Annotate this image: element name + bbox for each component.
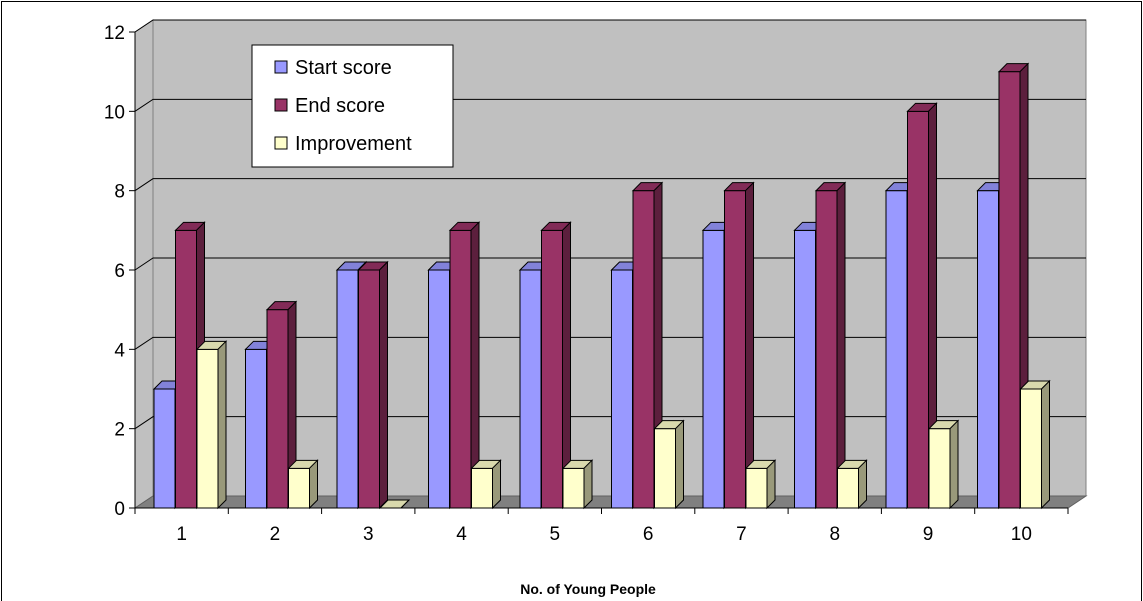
bar-side bbox=[309, 459, 318, 510]
legend-swatch bbox=[274, 136, 288, 150]
bar bbox=[836, 459, 868, 510]
bar-side bbox=[379, 260, 388, 510]
bar-side bbox=[583, 459, 593, 510]
x-tick-label: 9 bbox=[923, 524, 934, 545]
bar bbox=[357, 260, 389, 510]
bar-front bbox=[288, 467, 310, 509]
x-tick-label: 4 bbox=[456, 524, 467, 545]
legend: Start score End score Improvement bbox=[251, 44, 454, 168]
bar-side bbox=[492, 459, 501, 510]
gridline bbox=[134, 178, 1086, 192]
bar bbox=[1019, 379, 1051, 510]
gridline bbox=[134, 416, 1086, 430]
gridline bbox=[134, 257, 1086, 271]
bar-side bbox=[836, 181, 846, 510]
bar-front bbox=[702, 229, 725, 509]
bar-front bbox=[153, 388, 176, 509]
bar-front bbox=[837, 467, 859, 509]
bar-front bbox=[654, 428, 676, 509]
x-tick-label: 2 bbox=[270, 524, 281, 545]
bar bbox=[470, 459, 502, 510]
x-tick-label: 8 bbox=[829, 524, 840, 545]
bar bbox=[906, 102, 938, 510]
bar bbox=[195, 340, 228, 510]
legend-label: End score bbox=[295, 95, 385, 117]
x-tick-label: 10 bbox=[1011, 524, 1032, 545]
bar-front bbox=[928, 428, 951, 509]
x-tick-label: 7 bbox=[736, 524, 747, 545]
bar-front bbox=[175, 229, 197, 509]
gridlines bbox=[134, 19, 1086, 430]
bar bbox=[927, 419, 960, 510]
legend-label: Start score bbox=[295, 57, 392, 79]
bar-front bbox=[977, 190, 999, 509]
bar-side bbox=[949, 419, 959, 510]
bar-front bbox=[998, 71, 1021, 509]
bar-front bbox=[815, 190, 838, 509]
bar-side bbox=[1041, 379, 1050, 510]
bar-side bbox=[675, 419, 684, 510]
y-axis: 0 2 4 6 8 10 12 bbox=[104, 23, 136, 520]
x-axis-title: No. of Young People bbox=[520, 581, 656, 597]
legend-swatch bbox=[274, 60, 288, 74]
x-tick-label: 1 bbox=[176, 524, 187, 545]
bar-front bbox=[724, 190, 746, 509]
bar-front bbox=[745, 467, 768, 509]
bar-front bbox=[1020, 388, 1042, 509]
y-tick-label: 6 bbox=[114, 261, 125, 282]
bar-front bbox=[449, 229, 472, 509]
bar bbox=[744, 459, 777, 510]
bar bbox=[265, 300, 298, 510]
bar-front bbox=[358, 269, 380, 509]
bar bbox=[653, 419, 685, 510]
y-tick-label: 10 bbox=[104, 102, 125, 123]
x-tick-label: 5 bbox=[550, 524, 561, 545]
legend-label: Improvement bbox=[295, 133, 412, 155]
x-tick-label: 3 bbox=[363, 524, 374, 545]
y-tick-label: 4 bbox=[114, 340, 125, 361]
bar-front bbox=[245, 348, 267, 509]
bar-front bbox=[519, 269, 542, 509]
bar-side bbox=[766, 459, 776, 510]
bar-front bbox=[794, 229, 816, 509]
bar-front bbox=[632, 190, 655, 509]
gridline bbox=[134, 19, 1086, 33]
gridline bbox=[134, 98, 1086, 112]
bar bbox=[540, 221, 572, 510]
bar bbox=[814, 181, 847, 510]
y-tick-label: 2 bbox=[114, 420, 125, 441]
bar-side bbox=[858, 459, 867, 510]
bar-side bbox=[217, 340, 227, 510]
bar-front bbox=[428, 269, 450, 509]
bar bbox=[561, 459, 594, 510]
gridline bbox=[134, 336, 1086, 350]
bar-side bbox=[400, 499, 410, 509]
bar-front bbox=[196, 348, 219, 509]
x-tick-label: 6 bbox=[643, 524, 654, 545]
bar bbox=[287, 459, 319, 510]
bar-front bbox=[885, 190, 908, 509]
y-tick-label: 0 bbox=[114, 499, 125, 520]
bar bbox=[723, 181, 755, 510]
y-tick-label: 8 bbox=[114, 182, 125, 203]
bar-front bbox=[611, 269, 633, 509]
bar bbox=[448, 221, 481, 510]
bar-front bbox=[907, 110, 929, 509]
bar bbox=[378, 499, 411, 509]
bar-side bbox=[745, 181, 754, 510]
bar-front bbox=[562, 467, 585, 509]
y-tick-label: 12 bbox=[104, 23, 125, 44]
bar-front bbox=[541, 229, 563, 509]
legend-swatch bbox=[274, 98, 288, 112]
bar-front bbox=[471, 467, 493, 509]
bars bbox=[152, 62, 1051, 510]
bar-front bbox=[266, 309, 289, 509]
bar bbox=[997, 62, 1030, 510]
bar-front bbox=[336, 269, 359, 509]
